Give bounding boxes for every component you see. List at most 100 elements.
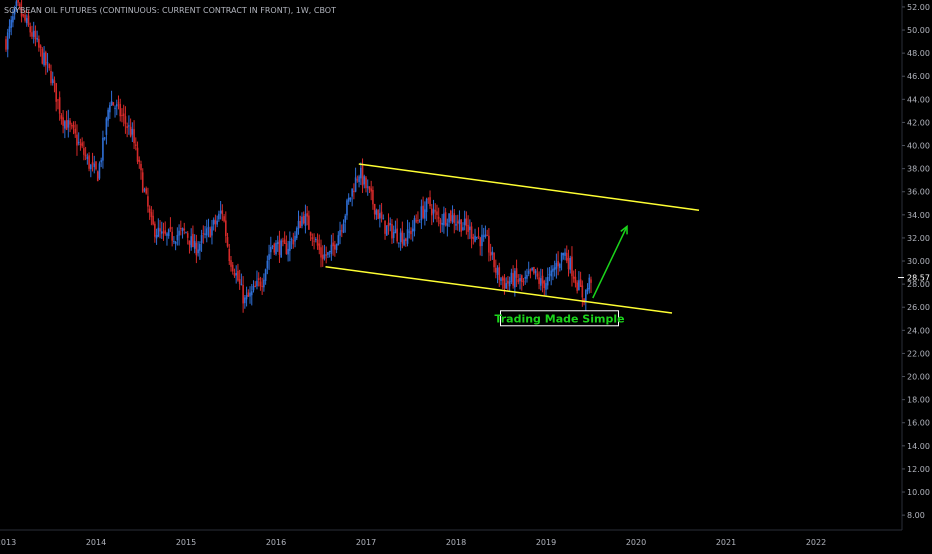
symbol-title: SOYBEAN OIL FUTURES (CONTINUOUS: CURRENT… [4,6,336,15]
candle-body [496,267,499,275]
candle-body [51,78,54,84]
candle-body [15,1,18,6]
candle-body [266,260,269,269]
candle-body [446,223,449,227]
candle-body [564,252,566,256]
candle-body [555,262,558,269]
y-tick-label: 40.00 [907,142,930,151]
candle-body [12,16,14,23]
candle-body [571,256,573,277]
candle-body [126,126,128,128]
candle-body [488,235,490,253]
candle-body [384,220,386,234]
candle-body [590,279,592,283]
price-axis[interactable]: 8.00 10.00 12.00 14.00 16.00 18.00 20.00 22.00 2… [898,3,930,520]
x-tick-label: 2018 [446,538,466,547]
candle-body [526,274,528,279]
candle-body [328,251,331,253]
candle-body [405,238,407,242]
candle-body [410,230,412,235]
candle-body [391,224,393,239]
candle-body [173,241,175,243]
candle-body [489,252,492,256]
candle-body [387,222,390,227]
time-axis[interactable]: 2013 2014 2015 2016 2017 2018 2019 2020 2021 2022 [0,538,826,547]
projection-arrowhead [620,224,628,235]
candle-body [38,38,40,48]
y-tick-label: 22.00 [907,349,930,358]
x-tick-label: 2022 [806,538,826,547]
candle-body [25,18,28,24]
candle-body [304,214,307,226]
candle-body [57,99,59,101]
candle-body [133,129,135,144]
candle-body [302,216,305,224]
candle-body [103,137,106,139]
candle-body [43,52,45,66]
candle-body [178,230,180,236]
annotation-box[interactable] [500,310,619,327]
candle-body [425,199,428,213]
candle-body [176,234,179,241]
y-tick-label: 8.00 [907,511,925,520]
candle-body [366,186,369,188]
candle-body [437,216,440,219]
y-tick-label: 20.00 [907,373,930,382]
candle-body [515,268,518,278]
candle-body [273,243,276,253]
candle-body [24,14,26,21]
candle-body [560,252,563,262]
candle-body [53,80,56,84]
candle-body [308,215,310,230]
candle-body [221,210,224,215]
candle-body [567,258,570,270]
candle-body [529,269,532,272]
candle-body [546,276,549,286]
channel-lower-line[interactable] [325,266,673,314]
candles-group [5,0,592,313]
candle-body [242,285,244,304]
x-tick-label: 2013 [0,538,16,547]
candle-body [559,263,561,268]
candle-body [190,236,192,248]
candle-body [261,285,263,287]
candle-body [249,292,251,297]
candle-body [76,134,78,146]
candle-body [81,142,83,147]
candle-body [344,215,347,223]
candle-body [368,186,371,190]
candle-body [415,220,417,222]
annotation-label: Trading Made Simple [494,312,624,325]
candle-body [148,208,151,213]
candle-body [498,267,501,280]
candle-body [373,203,376,215]
candle-body [39,45,42,49]
candle-body [572,276,575,279]
candle-body [6,32,9,50]
candle-body [225,220,227,237]
candle-body [441,222,443,225]
candle-body [64,121,66,129]
candle-body [41,48,44,64]
candle-body [263,279,265,288]
candle-body [102,137,104,161]
candle-body [462,227,464,231]
candle-body [337,235,340,246]
candle-body [463,218,466,225]
candle-body [469,226,471,231]
candle-body [491,251,494,255]
y-tick-label: 16.00 [907,419,930,428]
candle-body [46,62,49,64]
candle-body [188,240,191,245]
channel-upper-line[interactable] [358,163,700,211]
projection-arrow[interactable] [592,226,628,299]
candle-body [183,228,186,231]
candle-body [294,235,296,242]
candle-body [285,243,288,254]
candle-body [436,211,438,215]
candle-body [17,0,19,3]
candle-body [264,269,267,281]
